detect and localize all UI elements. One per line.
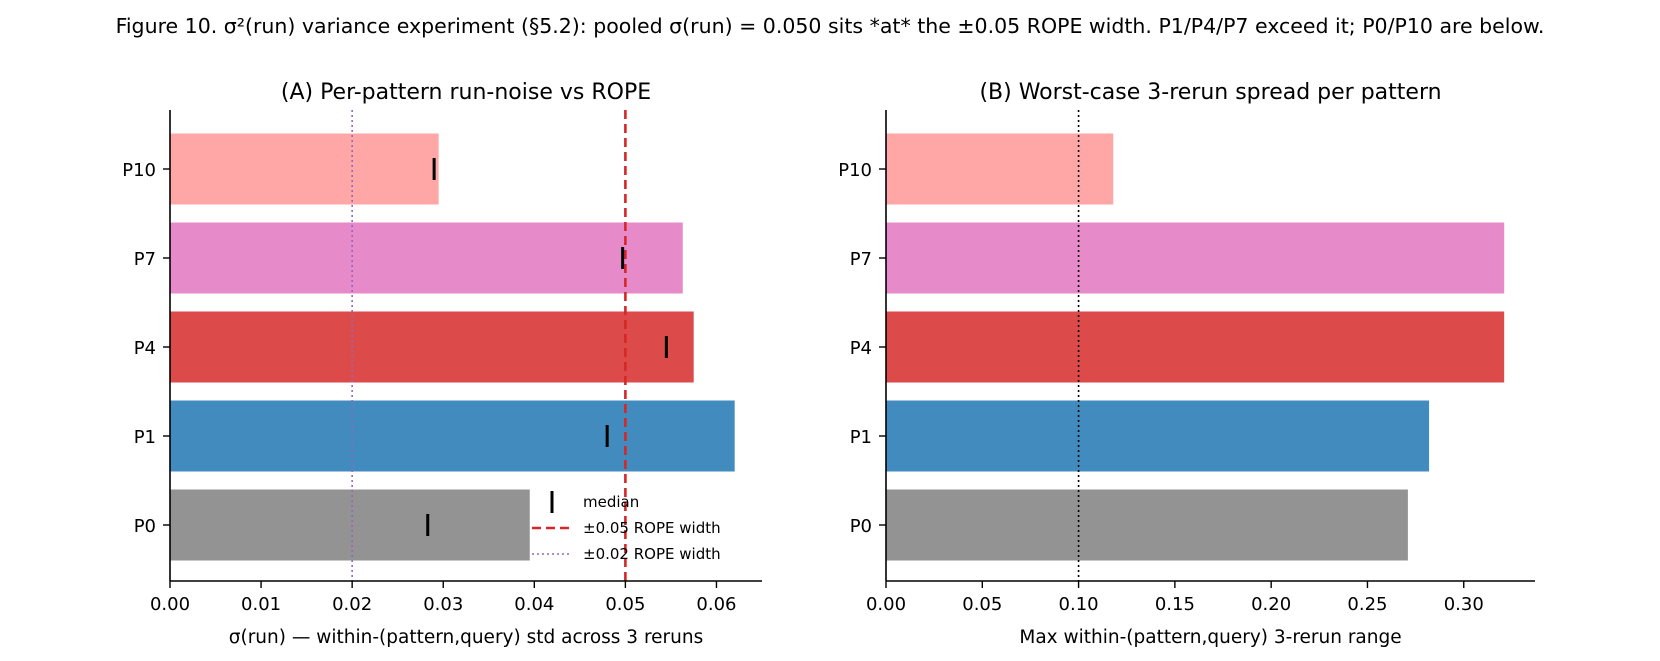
- legend-label-dotted: ±0.02 ROPE width: [583, 545, 721, 563]
- bar-p1: [886, 400, 1430, 472]
- bar-p7: [170, 222, 683, 294]
- y-tick-label-p7: P7: [134, 249, 156, 270]
- bar-p4: [886, 311, 1505, 383]
- x-tick-label: 0.25: [1347, 594, 1387, 615]
- bar-p1: [170, 400, 735, 472]
- y-tick-label-p7: P7: [850, 249, 872, 270]
- y-tick-label-p1: P1: [850, 427, 872, 448]
- panel-a-chart: (A) Per-pattern run-noise vs ROPE P0 P1 P4 P…: [122, 80, 762, 648]
- x-tick-label: 0.00: [866, 594, 906, 615]
- panel-b-title: (B) Worst-case 3-rerun spread per patter…: [979, 80, 1441, 105]
- y-tick-label-p4: P4: [850, 338, 872, 359]
- panel-b-chart: (B) Worst-case 3-rerun spread per patter…: [838, 80, 1535, 648]
- bar-p10: [170, 133, 439, 205]
- y-tick-label-p10: P10: [838, 160, 872, 181]
- x-tick-label: 0.06: [696, 594, 736, 615]
- y-tick-label-p4: P4: [134, 338, 156, 359]
- legend-label-dashed: ±0.05 ROPE width: [583, 519, 721, 537]
- x-tick-label: 0.20: [1251, 594, 1291, 615]
- x-tick-label: 0.03: [423, 594, 463, 615]
- bar-p4: [170, 311, 694, 383]
- x-tick-label: 0.30: [1444, 594, 1484, 615]
- x-tick-label: 0.04: [514, 594, 554, 615]
- bar-p0: [170, 489, 530, 561]
- x-tick-label: 0.05: [605, 594, 645, 615]
- y-tick-label-p0: P0: [850, 516, 872, 537]
- legend: median ±0.05 ROPE width ±0.02 ROPE width: [532, 491, 721, 563]
- bar-p0: [886, 489, 1408, 561]
- x-tick-label: 0.00: [150, 594, 190, 615]
- x-tick-label: 0.02: [332, 594, 372, 615]
- x-tick-label: 0.10: [1059, 594, 1099, 615]
- y-tick-label-p0: P0: [134, 516, 156, 537]
- bar-p10: [886, 133, 1114, 205]
- x-tick-label: 0.05: [962, 594, 1002, 615]
- x-tick-label: 0.01: [241, 594, 281, 615]
- y-tick-label-p10: P10: [122, 160, 156, 181]
- x-axis-label: Max within-(pattern,query) 3-rerun range: [1019, 627, 1401, 648]
- panel-a-title: (A) Per-pattern run-noise vs ROPE: [281, 80, 651, 105]
- x-axis-label: σ(run) — within-(pattern,query) std acro…: [229, 627, 703, 648]
- legend-label-median: median: [583, 493, 639, 511]
- figure-title: Figure 10. σ²(run) variance experiment (…: [115, 14, 1545, 38]
- bar-p7: [886, 222, 1505, 294]
- x-tick-label: 0.15: [1155, 594, 1195, 615]
- y-tick-label-p1: P1: [134, 427, 156, 448]
